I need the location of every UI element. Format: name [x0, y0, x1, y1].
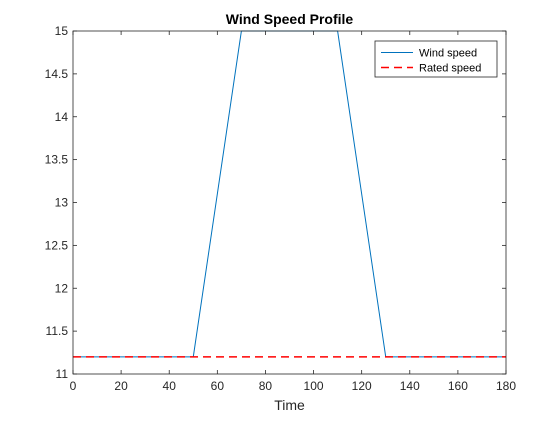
x-tick-label: 100 — [304, 379, 324, 393]
x-tick-label: 40 — [163, 379, 177, 393]
y-tick-label: 13 — [55, 196, 69, 210]
x-tick-label: 140 — [400, 379, 420, 393]
legend-label: Wind speed — [419, 48, 477, 60]
x-tick-label: 160 — [448, 379, 468, 393]
plot-area — [73, 31, 506, 374]
y-tick-label: 11 — [56, 367, 69, 381]
x-tick-label: 0 — [70, 379, 77, 393]
x-tick-label: 60 — [211, 379, 225, 393]
x-tick-label: 120 — [352, 379, 372, 393]
legend-label: Rated speed — [419, 63, 481, 75]
y-tick-label: 11.5 — [46, 324, 69, 338]
x-axis: 0 20 40 60 80 100 120 140 160 180 — [70, 31, 516, 393]
y-tick-label: 12 — [55, 281, 69, 295]
x-tick-label: 80 — [259, 379, 273, 393]
x-axis-title: Time — [274, 397, 305, 413]
x-tick-label: 20 — [114, 379, 128, 393]
y-tick-label: 14.5 — [45, 67, 69, 81]
legend: Wind speed Rated speed — [374, 40, 498, 78]
legend-box — [374, 40, 498, 78]
y-tick-label: 15 — [55, 24, 69, 38]
y-tick-label: 12.5 — [45, 238, 69, 252]
y-tick-label: 13.5 — [45, 153, 69, 167]
y-axis: 11 11.5 12 12.5 13 13.5 14 14.5 15 — [45, 24, 506, 381]
y-tick-label: 14 — [55, 110, 69, 124]
chart-title: Wind Speed Profile — [226, 11, 354, 27]
x-tick-label: 180 — [496, 379, 516, 393]
